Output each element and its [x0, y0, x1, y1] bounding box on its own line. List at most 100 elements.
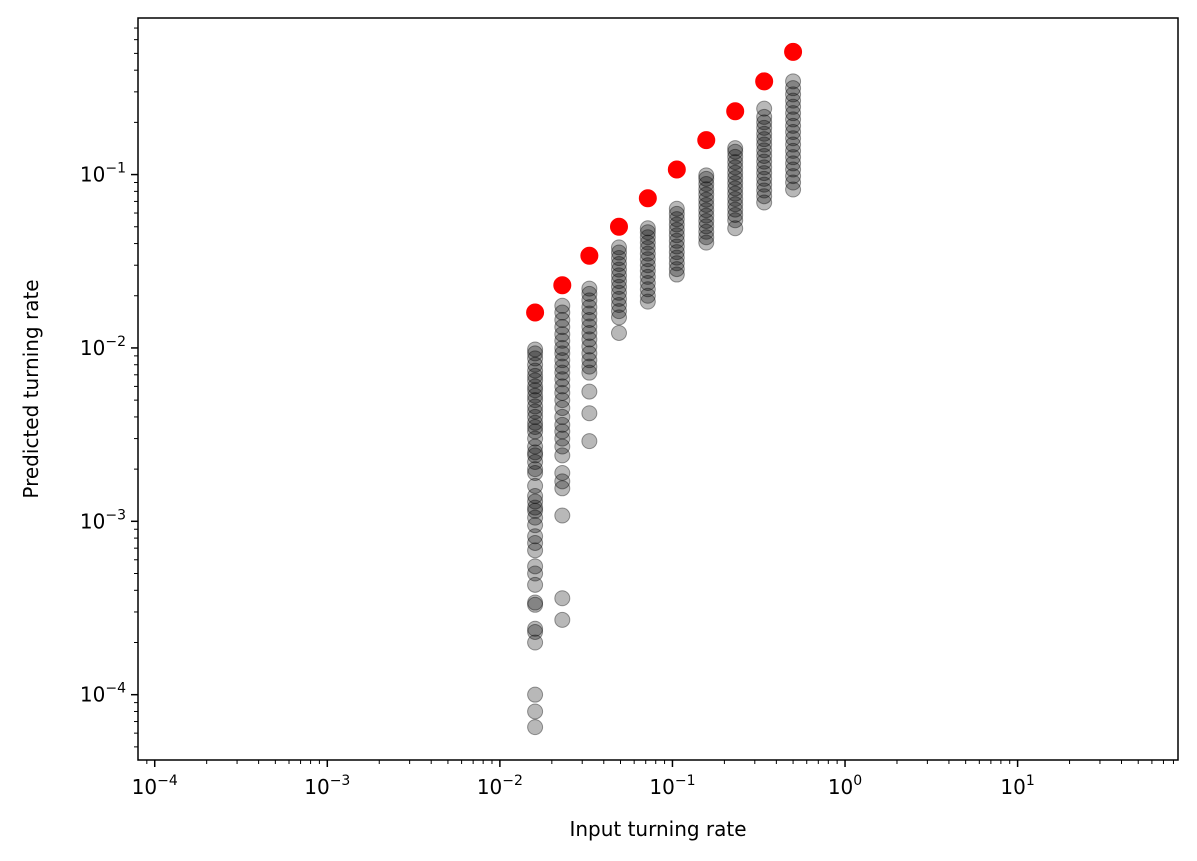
plot-frame — [137, 17, 1179, 761]
black-point — [527, 502, 544, 519]
black-point — [581, 433, 598, 450]
black-point — [527, 438, 544, 455]
black-point — [581, 285, 598, 302]
black-point — [639, 268, 656, 285]
black-point — [527, 686, 544, 703]
black-point — [639, 224, 656, 241]
black-point — [527, 378, 544, 395]
black-point — [527, 447, 544, 464]
black-point — [527, 372, 544, 389]
black-point — [527, 542, 544, 559]
black-point — [785, 105, 802, 122]
x-tick-label: 10−2 — [477, 773, 523, 799]
black-point — [527, 414, 544, 431]
black-point — [610, 244, 627, 261]
black-point — [785, 168, 802, 185]
black-point — [581, 324, 598, 341]
black-point — [668, 227, 685, 244]
black-point — [639, 274, 656, 291]
black-point — [554, 408, 571, 425]
black-point — [527, 408, 544, 425]
black-point — [610, 278, 627, 295]
x-tick-label: 10−1 — [649, 773, 695, 799]
black-point — [527, 382, 544, 399]
black-point — [554, 480, 571, 497]
black-point — [554, 332, 571, 349]
x-tick-label: 101 — [1000, 773, 1034, 799]
black-point — [639, 287, 656, 304]
black-point — [756, 131, 773, 148]
black-point — [527, 387, 544, 404]
black-point — [698, 212, 715, 229]
black-point — [639, 245, 656, 262]
black-point — [581, 358, 598, 375]
black-point — [610, 303, 627, 320]
black-point — [639, 293, 656, 310]
black-point — [639, 240, 656, 257]
black-point — [698, 207, 715, 224]
black-point — [581, 280, 598, 297]
x-tick-label: 10−4 — [132, 773, 178, 799]
black-point — [527, 418, 544, 435]
black-point — [527, 576, 544, 593]
black-point — [610, 324, 627, 341]
black-point — [527, 634, 544, 651]
black-point — [785, 111, 802, 128]
black-point — [785, 181, 802, 198]
x-tick-label: 10−3 — [304, 773, 350, 799]
black-point — [727, 154, 744, 171]
black-point — [668, 205, 685, 222]
red-point — [638, 189, 657, 208]
black-point — [668, 266, 685, 283]
black-point — [527, 398, 544, 415]
black-point — [668, 238, 685, 255]
black-point — [610, 239, 627, 256]
black-point — [527, 392, 544, 409]
y-axis-label: Predicted turning rate — [19, 279, 43, 498]
red-point — [667, 160, 686, 179]
black-point — [581, 338, 598, 355]
black-point — [668, 211, 685, 228]
black-point — [668, 200, 685, 217]
black-point — [698, 170, 715, 187]
black-point — [554, 319, 571, 336]
black-point — [610, 261, 627, 278]
black-point — [581, 318, 598, 335]
red-point — [526, 303, 545, 322]
red-point — [726, 102, 745, 121]
black-point — [727, 140, 744, 157]
black-point — [554, 384, 571, 401]
black-point — [527, 499, 544, 516]
black-point — [756, 147, 773, 164]
black-point — [668, 249, 685, 266]
black-point — [554, 464, 571, 481]
black-point — [756, 188, 773, 205]
black-point — [527, 528, 544, 545]
black-point — [610, 250, 627, 267]
black-point — [527, 423, 544, 440]
black-point — [785, 174, 802, 191]
black-point — [581, 305, 598, 322]
black-point — [527, 558, 544, 575]
black-point — [668, 244, 685, 261]
x-tick-label: 100 — [828, 773, 862, 799]
black-point — [639, 281, 656, 298]
black-point — [668, 216, 685, 233]
black-point — [527, 367, 544, 384]
black-point — [554, 507, 571, 524]
black-point — [554, 371, 571, 388]
black-point — [727, 169, 744, 186]
red-point — [784, 42, 803, 61]
black-point — [668, 261, 685, 278]
red-point — [609, 217, 628, 236]
black-point — [581, 352, 598, 369]
black-point — [527, 341, 544, 358]
black-point — [698, 229, 715, 246]
black-point — [727, 175, 744, 192]
black-point — [581, 383, 598, 400]
black-point — [727, 185, 744, 202]
black-point — [527, 345, 544, 362]
black-point — [785, 142, 802, 159]
